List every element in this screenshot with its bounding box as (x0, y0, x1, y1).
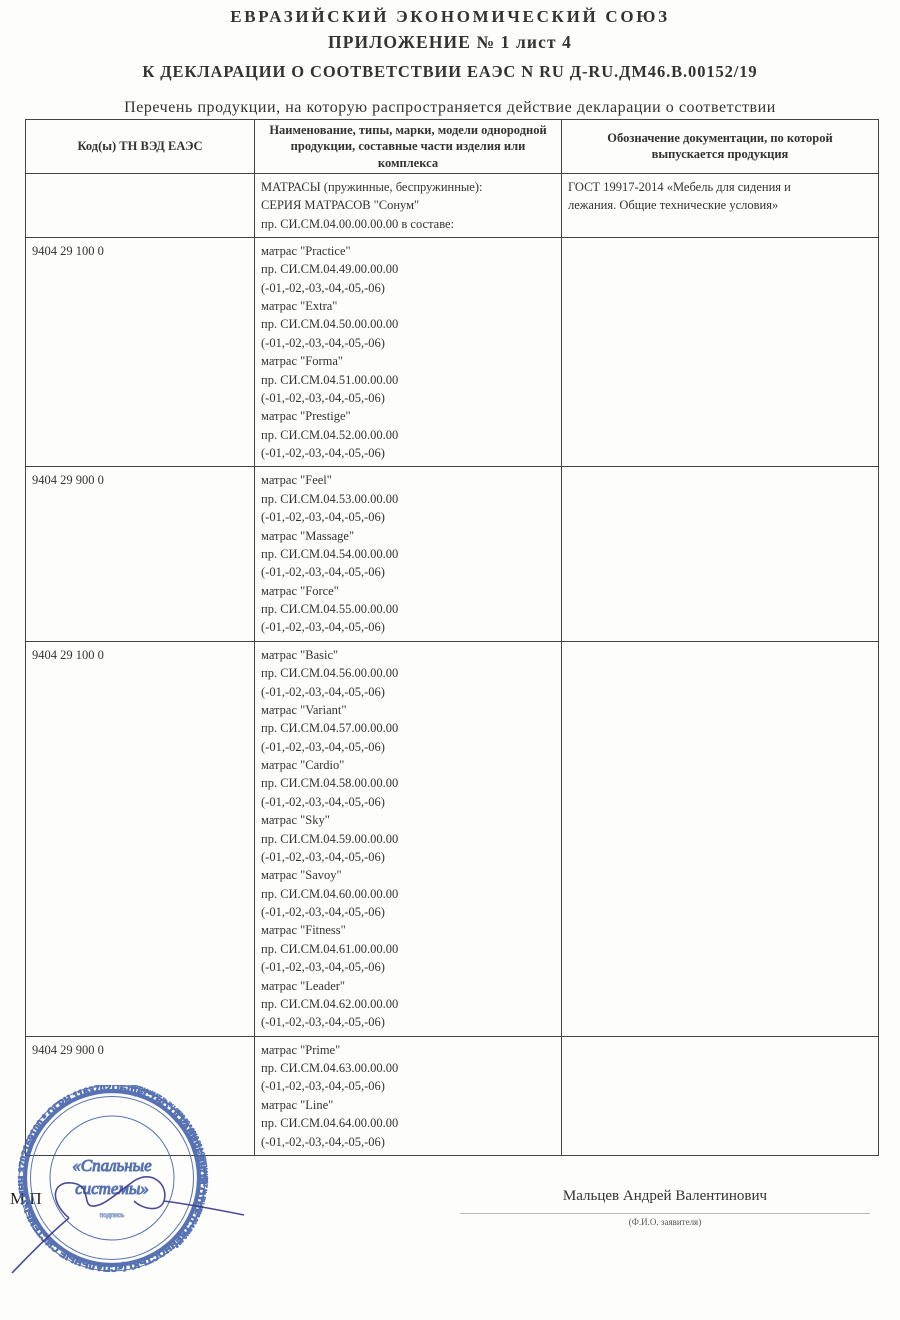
svg-text:«Спальные: «Спальные (72, 1156, 152, 1175)
svg-text:подпись: подпись (100, 1212, 125, 1219)
